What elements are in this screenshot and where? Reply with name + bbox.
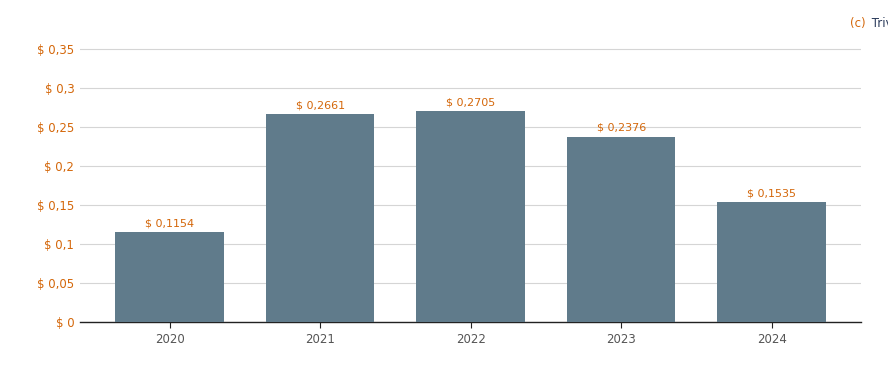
Bar [567, 137, 676, 322]
Text: (c): (c) [850, 17, 866, 30]
Text: $ 0,2705: $ 0,2705 [446, 97, 496, 107]
Bar [416, 111, 525, 322]
Text: Trivano.com: Trivano.com [868, 17, 888, 30]
Bar [718, 202, 826, 322]
Text: $ 0,2661: $ 0,2661 [296, 101, 345, 111]
Text: $ 0,1535: $ 0,1535 [747, 188, 797, 198]
Text: $ 0,2376: $ 0,2376 [597, 123, 646, 133]
Bar [115, 232, 224, 322]
Bar [266, 114, 375, 322]
Text: $ 0,1154: $ 0,1154 [145, 218, 194, 228]
